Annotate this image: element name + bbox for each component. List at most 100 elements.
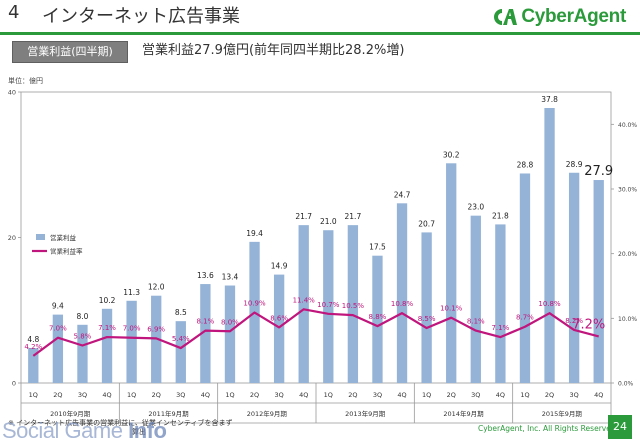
copyright: CyberAgent, Inc. All Rights Reserved. (478, 424, 618, 433)
subtitle-badge: 営業利益(四半期) (12, 41, 128, 63)
right-tick-label: 20.0% (618, 251, 637, 258)
right-tick-label: 0.0% (618, 381, 634, 388)
quarter-label: 1Q (422, 391, 431, 399)
bar-value-label: 28.9 (566, 160, 583, 169)
bar (200, 284, 211, 383)
bar (323, 230, 334, 383)
bar-value-label: 23.0 (467, 203, 484, 212)
margin-value-label: 8.8% (369, 313, 387, 321)
margin-value-label: 8.5% (418, 315, 436, 323)
margin-value-label: 8.2% (565, 317, 583, 325)
margin-value-label: 4.2% (24, 343, 42, 351)
quarter-label: 1Q (29, 391, 38, 399)
bar-value-label: 37.8 (541, 95, 558, 104)
unit-label: 単位：億円 (8, 77, 43, 85)
margin-value-label: 5.8% (74, 332, 92, 340)
margin-value-label: 10.1% (440, 305, 463, 313)
margin-value-label: 7.0% (123, 325, 141, 333)
quarter-label: 4Q (397, 391, 406, 399)
bar (126, 300, 137, 383)
bar (175, 321, 186, 383)
bar (568, 172, 580, 383)
quarter-label: 4Q (201, 391, 210, 399)
year-group-label: 2010年9月期 (50, 409, 91, 418)
quarter-label: 3Q (373, 391, 382, 399)
bar-value-label: 4.8 (27, 335, 39, 344)
bar-value-label: 19.4 (246, 229, 263, 238)
quarter-label: 4Q (594, 391, 603, 399)
subtitle-description: 営業利益27.9億円(前年同四半期比28.2%増) (142, 43, 405, 58)
margin-value-label: 8.1% (467, 318, 485, 326)
bar (77, 324, 88, 383)
year-group-label: 2014年9月期 (443, 409, 484, 418)
bar-value-label: 21.0 (320, 217, 337, 226)
quarter-label: 1Q (324, 391, 333, 399)
left-tick-label: 20 (8, 234, 16, 242)
bar (273, 274, 285, 383)
right-tick-label: 10.0% (618, 316, 637, 323)
margin-value-label: 7.0% (49, 325, 67, 333)
bar (372, 255, 383, 383)
margin-value-label: 6.9% (147, 325, 165, 333)
left-tick-label: 40 (8, 89, 16, 97)
bar-value-label: 24.7 (394, 190, 411, 199)
quarter-label: 1Q (127, 391, 136, 399)
bar-value-label: 27.9 (584, 164, 613, 179)
bar (396, 203, 408, 383)
bar-value-label: 14.9 (271, 262, 288, 271)
bar-value-label: 13.6 (197, 271, 214, 280)
bar-value-label: 11.3 (123, 288, 140, 297)
logo-text: CyberAgent (521, 6, 626, 27)
margin-value-label: 8.7% (516, 314, 534, 322)
section-number: 4 (8, 2, 20, 23)
watermark: Social Game Info (2, 418, 167, 444)
bar (519, 173, 531, 383)
margin-value-label: 8.6% (270, 314, 288, 322)
year-group-label: 2015年9月期 (542, 409, 583, 418)
quarter-label: 2Q (545, 391, 554, 399)
quarter-label: 3Q (78, 391, 87, 399)
quarter-label: 3Q (176, 391, 185, 399)
margin-value-label: 8.0% (221, 318, 239, 326)
quarter-label: 1Q (225, 391, 234, 399)
bar-value-label: 21.7 (295, 212, 312, 221)
bar-value-label: 8.5 (175, 308, 187, 317)
header-rule (0, 32, 640, 35)
quarter-label: 4Q (299, 391, 308, 399)
margin-value-label: 8.1% (196, 318, 214, 326)
margin-value-label: 10.9% (243, 300, 266, 308)
margin-value-label: 7.2% (572, 317, 605, 332)
page-title: インターネット広告事業 (42, 6, 240, 27)
bar-value-label: 9.4 (52, 302, 64, 311)
footnote-line-1: ※ インターネット広告事業の営業利益に、従業インセンティブを含まず (8, 419, 233, 427)
quarter-label: 2Q (53, 391, 62, 399)
bar-value-label: 12.0 (148, 283, 165, 292)
watermark-text-a: Social Game (2, 418, 123, 443)
quarter-label: 1Q (520, 391, 529, 399)
bar (446, 163, 457, 383)
margin-value-label: 7.1% (98, 324, 116, 332)
bar (101, 308, 113, 383)
margin-value-label: 11.4% (293, 296, 316, 304)
margin-value-label: 10.8% (391, 300, 414, 308)
bar (421, 232, 432, 383)
quarter-label: 2Q (447, 391, 456, 399)
bar-value-label: 8.0 (76, 312, 88, 321)
bar (224, 285, 236, 383)
bar-value-label: 21.8 (492, 211, 509, 220)
quarter-label: 3Q (274, 391, 283, 399)
legend-label-line: 営業利益率 (50, 247, 83, 256)
quarter-label: 2Q (152, 391, 161, 399)
bar (347, 225, 359, 383)
right-tick-label: 40.0% (618, 122, 637, 129)
year-group-label: 2013年9月期 (345, 409, 386, 418)
page-number: 24 (608, 415, 632, 439)
bar (470, 215, 481, 383)
cyberagent-logo-icon (494, 9, 518, 25)
footnote: ※ インターネット広告事業の営業利益に、従業インセンティブを含まず 算出 (8, 419, 308, 437)
quarter-label: 4Q (102, 391, 111, 399)
bar-value-label: 20.7 (418, 219, 435, 228)
bar-value-label: 17.5 (369, 243, 386, 252)
footnote-line-2: 算出 (132, 428, 146, 436)
